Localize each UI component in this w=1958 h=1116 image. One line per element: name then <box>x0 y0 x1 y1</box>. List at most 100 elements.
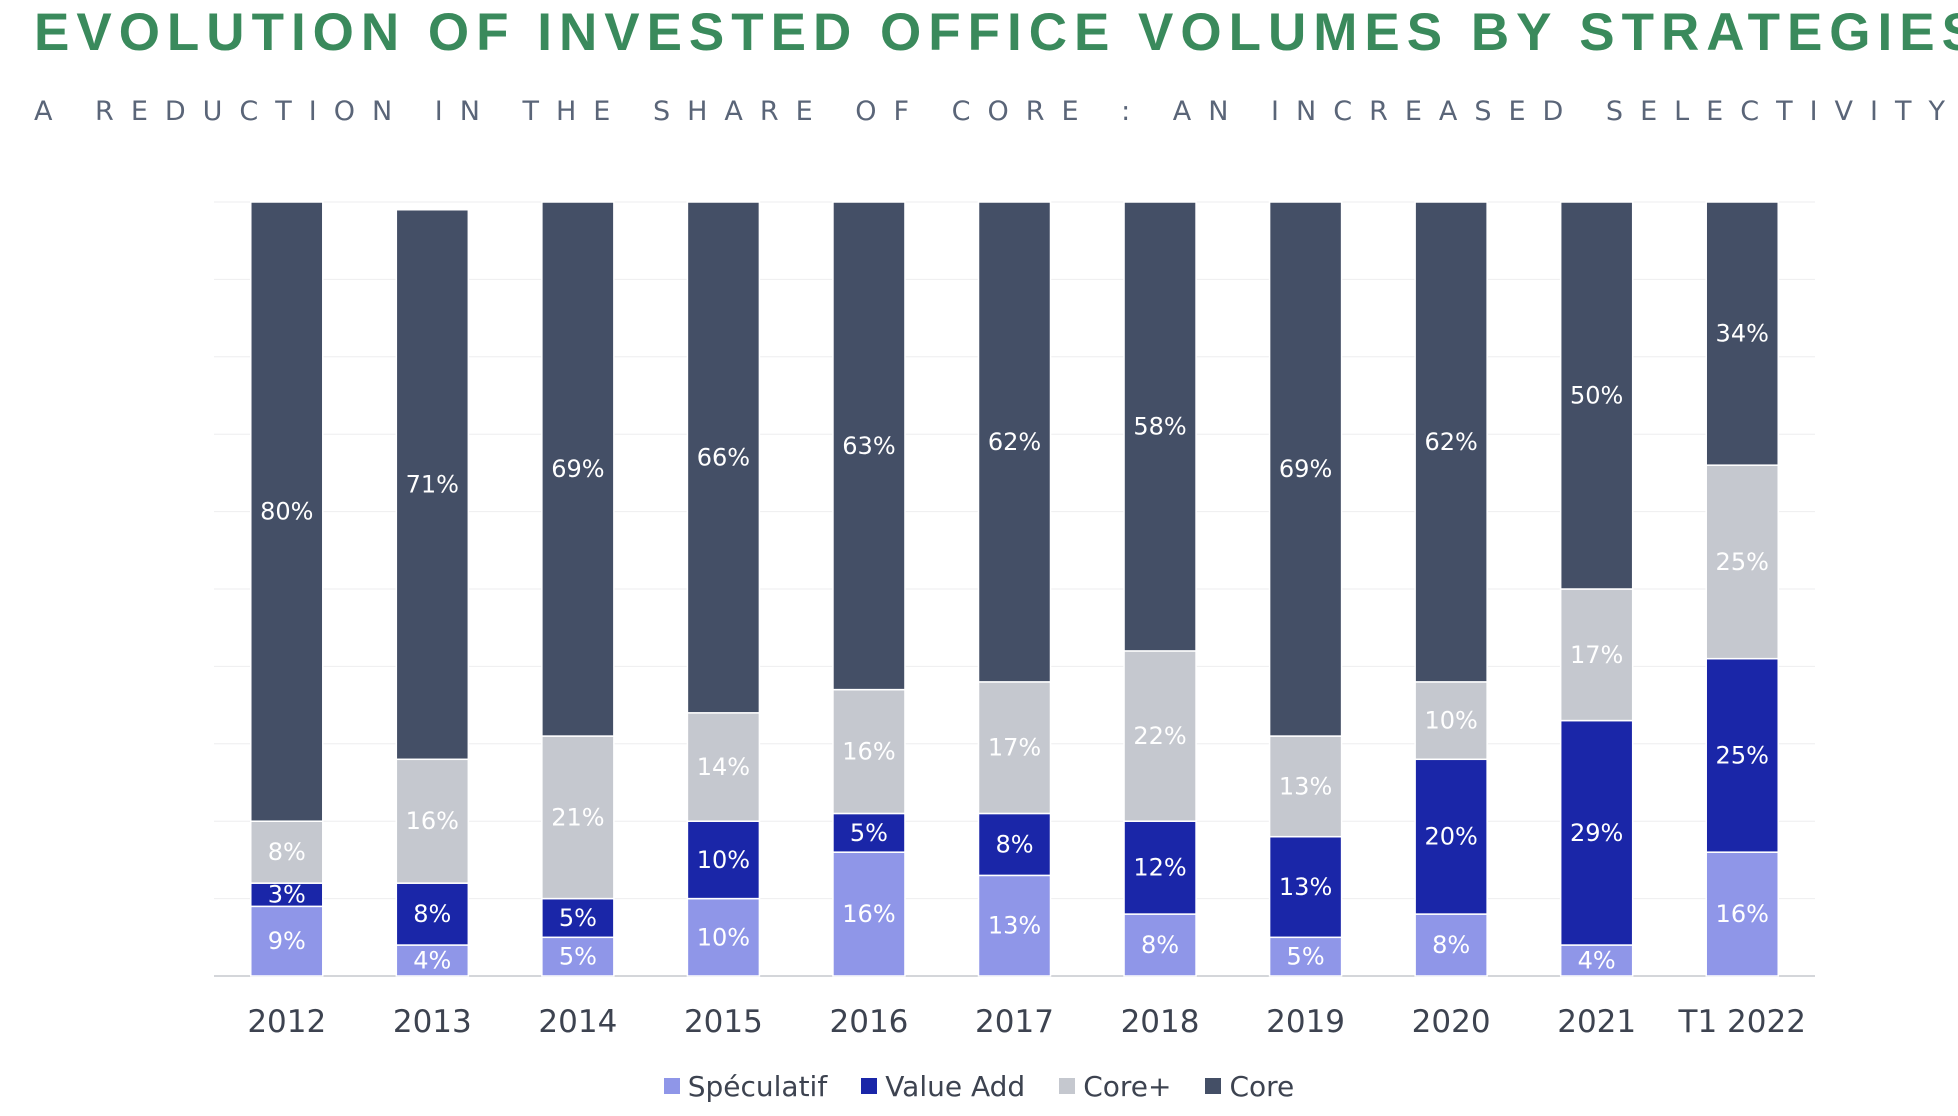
bar-segment <box>686 712 761 822</box>
data-label: 3% <box>268 881 306 909</box>
x-tick-label: 2013 <box>393 1004 472 1040</box>
x-tick-label: 2019 <box>1266 1004 1345 1040</box>
x-tick-label: T1 2022 <box>1678 1004 1806 1040</box>
bar-segment <box>1414 201 1488 683</box>
bar-segment <box>541 735 615 900</box>
data-label: 10% <box>697 846 750 874</box>
bar-stack: 5% 5% 21% 69% <box>541 201 615 977</box>
data-label: 8% <box>413 900 451 928</box>
legend-swatch <box>663 1078 680 1094</box>
data-label: 62% <box>988 428 1041 456</box>
bar-segment <box>1705 851 1779 977</box>
bar-segment <box>1123 650 1197 822</box>
legend-swatch <box>1059 1078 1076 1094</box>
bar-segment <box>541 936 615 977</box>
data-label: 16% <box>1716 900 1769 928</box>
data-label: 14% <box>697 753 750 781</box>
data-label: 69% <box>551 455 604 483</box>
x-tick-label: 2014 <box>538 1004 617 1040</box>
bar-segment <box>1414 758 1488 915</box>
bar-stack: 13% 8% 17% 62% <box>977 201 1052 977</box>
data-label: 8% <box>1141 931 1179 959</box>
x-tick-label: 2016 <box>830 1004 909 1040</box>
data-label: 17% <box>1570 641 1623 669</box>
data-label: 12% <box>1133 854 1186 882</box>
legend-swatch <box>1205 1078 1222 1094</box>
bar-segment <box>1268 201 1343 737</box>
bar-stack: 16% 5% 16% 63% <box>832 201 906 977</box>
bar-segment <box>1559 719 1634 946</box>
data-label: 16% <box>406 807 459 835</box>
data-label: 69% <box>1279 455 1332 483</box>
data-label: 58% <box>1133 412 1186 440</box>
bar-segment <box>686 201 761 714</box>
bar-segment <box>1268 735 1343 838</box>
data-label: 16% <box>842 738 895 766</box>
bar-stack: 9% 3% 8% 80% <box>250 201 324 977</box>
bar-segment <box>1123 820 1197 915</box>
bar-segment <box>1414 681 1488 761</box>
bar-segment <box>250 905 324 977</box>
legend-swatch <box>861 1078 878 1094</box>
data-label: 29% <box>1570 819 1623 847</box>
bar-stack: 4% 8% 16% 71% <box>395 208 470 977</box>
bar-segment <box>1705 201 1779 466</box>
data-label: 8% <box>995 830 1033 858</box>
chart-title: EVOLUTION OF INVESTED OFFICE VOLUMES BY … <box>34 3 1958 62</box>
data-label: 5% <box>559 904 597 932</box>
data-label: 21% <box>551 803 604 831</box>
bar-segment <box>977 201 1052 683</box>
bar-stack: 4% 29% 17% 50% <box>1559 201 1634 977</box>
bar-stack: 8% 12% 22% 58% <box>1123 201 1197 977</box>
bar-stack: 10% 10% 14% 66% <box>686 201 761 977</box>
data-label: 8% <box>268 838 306 866</box>
x-tick-label: 2015 <box>684 1004 763 1040</box>
data-label: 8% <box>1432 931 1470 959</box>
legend-item: Value Add <box>861 1070 1025 1103</box>
data-label: 66% <box>697 443 750 471</box>
bar-segment <box>832 688 906 815</box>
bar-segment <box>1123 201 1197 652</box>
bar-segment <box>395 758 470 884</box>
bar-segment <box>832 201 906 691</box>
bar-segment <box>1559 944 1634 977</box>
legend-label: Spéculatif <box>687 1069 828 1103</box>
bar-segment <box>1268 835 1343 939</box>
bar-segment <box>832 851 906 977</box>
bar-segment <box>1705 464 1779 660</box>
bar-segment <box>1559 588 1634 722</box>
x-axis: 2012 2013 2014 2015 2016 2017 2018 2019 2020 2021… <box>247 1004 1806 1040</box>
bar-segment <box>395 208 470 761</box>
data-label: 13% <box>988 912 1041 940</box>
data-label: 10% <box>697 923 750 951</box>
x-tick-label: 2018 <box>1121 1004 1200 1040</box>
legend-label: Core+ <box>1083 1069 1172 1103</box>
bar-segment <box>541 201 615 737</box>
bar-segment <box>977 681 1052 815</box>
bar-segment <box>977 812 1052 877</box>
bar-segment <box>250 201 324 822</box>
data-label: 80% <box>260 498 313 526</box>
bar-segment <box>541 897 615 939</box>
data-label: 50% <box>1570 382 1623 410</box>
x-tick-label: 2017 <box>975 1004 1054 1040</box>
bar-segment <box>977 874 1052 977</box>
bar-stack: 8% 20% 10% 62% <box>1414 201 1488 977</box>
data-label: 10% <box>1424 707 1477 735</box>
bar-stack: 16% 25% 25% 34% <box>1705 201 1779 977</box>
bar-segment <box>686 897 761 977</box>
data-label: 63% <box>842 432 895 460</box>
legend-label: Value Add <box>885 1069 1026 1103</box>
x-tick-label: 2012 <box>247 1004 326 1040</box>
data-label: 9% <box>268 927 306 955</box>
data-label: 22% <box>1133 722 1186 750</box>
data-label: 4% <box>1578 947 1616 975</box>
data-label: 5% <box>850 819 888 847</box>
chart-subtitle: A REDUCTION IN THE SHARE OF CORE : AN IN… <box>34 96 1958 127</box>
data-label: 62% <box>1424 428 1477 456</box>
bar-segment <box>1705 657 1779 853</box>
bar-segment <box>250 820 324 884</box>
data-label: 25% <box>1716 741 1769 769</box>
